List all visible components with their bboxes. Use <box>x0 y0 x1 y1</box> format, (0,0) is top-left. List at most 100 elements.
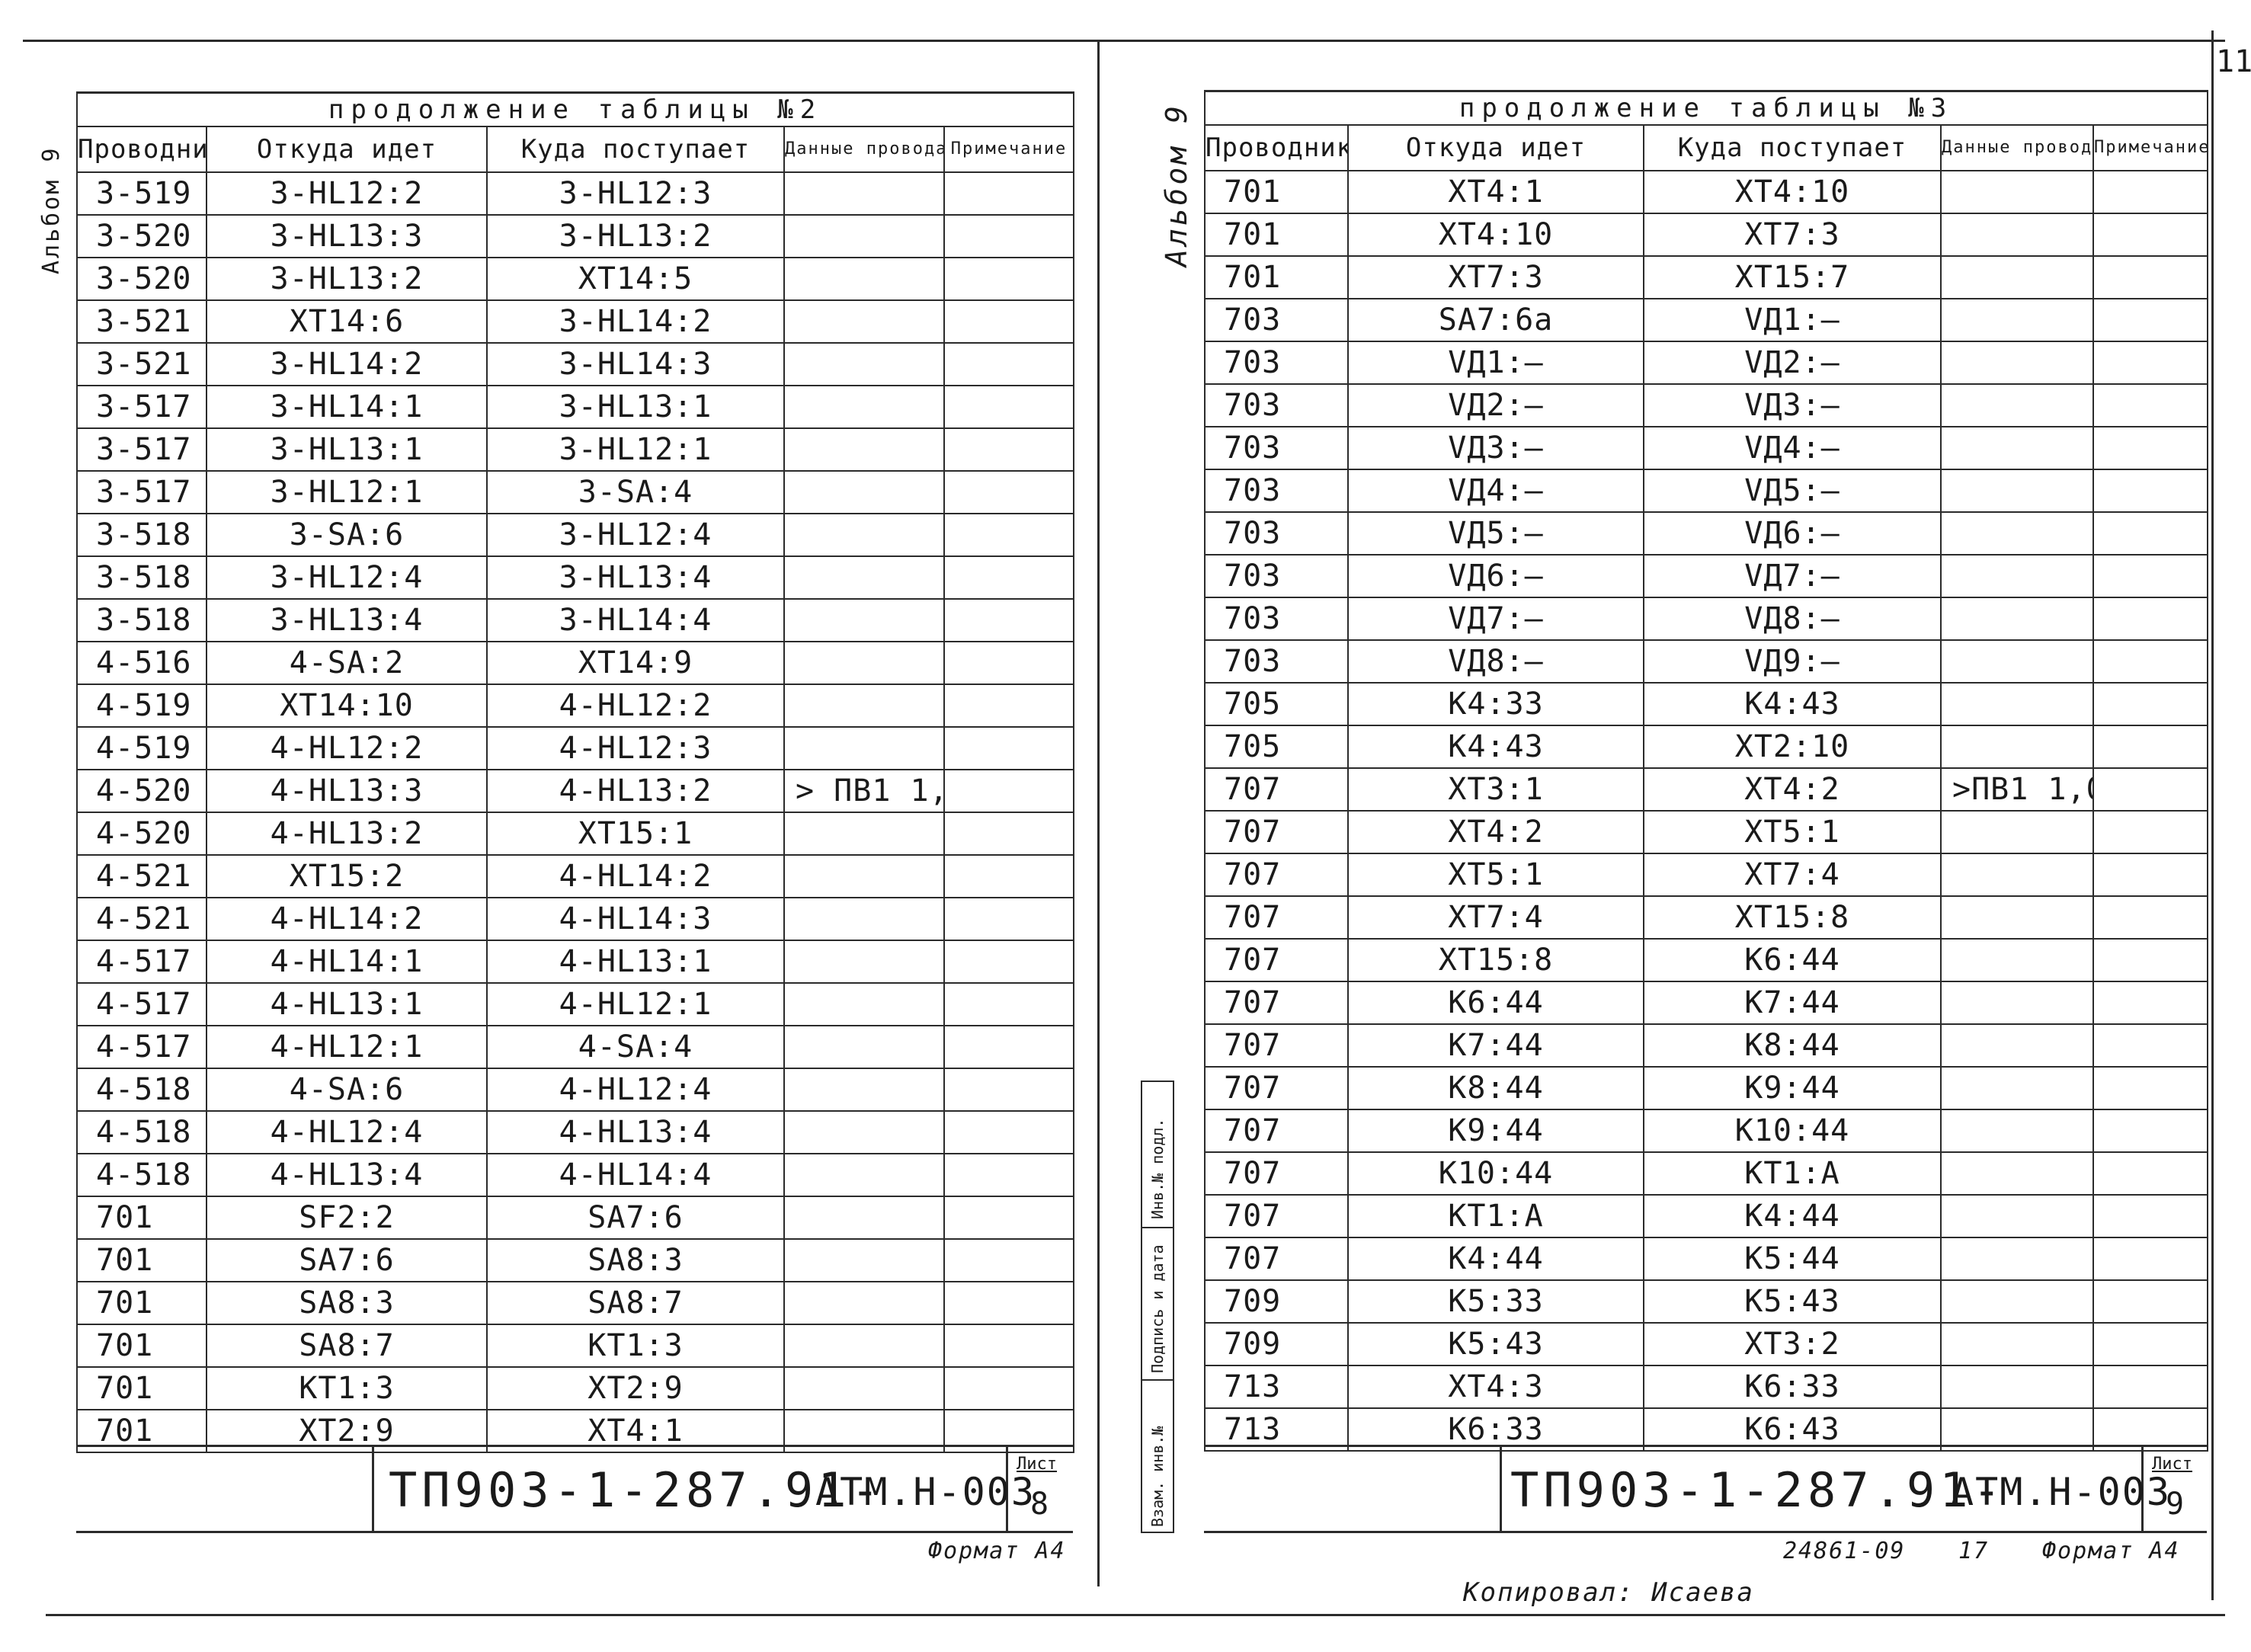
wire-data-cell <box>1940 1194 2094 1238</box>
table-row: 3-517 3-HL12:1 3-SA:4 <box>76 470 1075 514</box>
left-header-note: Примечание <box>943 126 1075 173</box>
from-cell: K4:33 <box>1347 682 1644 726</box>
table-row: 707 XT7:4 XT15:8 <box>1204 895 2209 940</box>
wire-data-cell <box>1940 213 2094 257</box>
conductor-cell: 3-521 <box>76 299 207 344</box>
conductor-cell: 701 <box>1204 170 1349 214</box>
to-cell: 3-HL14:4 <box>486 598 785 642</box>
conductor-cell: 709 <box>1204 1322 1349 1366</box>
sheet-divider <box>1097 40 1100 1586</box>
to-cell: 3-HL13:4 <box>486 555 785 600</box>
to-cell: K9:44 <box>1643 1066 1942 1110</box>
table-row: 3-521 XT14:6 3-HL14:2 <box>76 299 1075 344</box>
table-row: 703 VД3:— VД4:— <box>1204 426 2209 470</box>
conductor-cell: 705 <box>1204 682 1349 726</box>
to-cell: 3-HL12:3 <box>486 171 785 216</box>
wire-data-cell <box>783 257 945 301</box>
archive-sheet: 17 <box>1958 1538 1990 1564</box>
from-cell: VД8:— <box>1347 639 1644 684</box>
to-cell: K6:44 <box>1643 938 1942 982</box>
note-cell <box>2092 426 2209 470</box>
left-wiring-table: продолжение таблицы №2 Проводник Откуда … <box>75 91 1075 1453</box>
conductor-cell: 4-518 <box>76 1153 207 1197</box>
to-cell: XT14:9 <box>486 641 785 685</box>
table-row: 703 VД5:— VД6:— <box>1204 511 2209 555</box>
conductor-cell: 703 <box>1204 639 1349 684</box>
wire-data-cell <box>1940 383 2094 427</box>
wire-data-cell <box>783 641 945 685</box>
from-cell: 4-HL13:3 <box>206 769 488 813</box>
left-header-to: Куда поступает <box>486 126 785 173</box>
to-cell: VД8:— <box>1643 597 1942 641</box>
note-cell <box>943 1324 1075 1368</box>
conductor-cell: 4-517 <box>76 982 207 1026</box>
note-cell <box>943 1110 1075 1154</box>
wire-data-cell <box>783 470 945 514</box>
wire-data-cell <box>1940 298 2094 342</box>
conductor-cell: 707 <box>1204 1023 1349 1068</box>
table-row: 4-519 XT14:10 4-HL12:2 <box>76 684 1075 728</box>
from-cell: 4-HL13:1 <box>206 982 488 1026</box>
left-doc-suffix: АТМ.Н-003 <box>815 1470 1036 1514</box>
from-cell: XT7:4 <box>1347 895 1644 940</box>
table-row: 703 VД6:— VД7:— <box>1204 554 2209 598</box>
to-cell: 4-HL14:4 <box>486 1153 785 1197</box>
conductor-cell: 707 <box>1204 1151 1349 1196</box>
table-row: 703 VД1:— VД2:— <box>1204 341 2209 385</box>
table-row: 3-521 3-HL14:2 3-HL14:3 <box>76 342 1075 386</box>
table-row: 4-520 4-HL13:2 XT15:1 <box>76 812 1075 856</box>
from-cell: K5:33 <box>1347 1279 1644 1324</box>
note-cell <box>2092 1279 2209 1324</box>
wire-data-cell <box>783 1196 945 1240</box>
to-cell: 3-HL14:2 <box>486 299 785 344</box>
wire-data-cell <box>1940 341 2094 385</box>
to-cell: KT1:3 <box>486 1324 785 1368</box>
from-cell: XT15:8 <box>1347 938 1644 982</box>
note-cell <box>943 598 1075 642</box>
table-row: 707 XT5:1 XT7:4 <box>1204 853 2209 897</box>
note-cell <box>943 1366 1075 1410</box>
table-row: 701 XT2:9 XT4:1 <box>76 1409 1075 1453</box>
conductor-cell: 707 <box>1204 895 1349 940</box>
table-row: 707 K4:44 K5:44 <box>1204 1237 2209 1281</box>
wire-data-cell <box>1940 255 2094 299</box>
right-doc-suffix: АТМ.Н-003 <box>1951 1470 2171 1514</box>
table-row: 4-518 4-SA:6 4-HL12:4 <box>76 1068 1075 1112</box>
wire-data-cell <box>783 1025 945 1069</box>
conductor-cell: 707 <box>1204 810 1349 854</box>
note-cell <box>943 171 1075 216</box>
page-corner-number: 11 <box>2216 44 2251 79</box>
table-row: 3-517 3-HL13:1 3-HL12:1 <box>76 427 1075 472</box>
table-row: 703 SA7:6a VД1:— <box>1204 298 2209 342</box>
from-cell: 4-HL13:2 <box>206 812 488 856</box>
to-cell: 4-HL13:2 <box>486 769 785 813</box>
wire-data-cell <box>1940 938 2094 982</box>
note-cell <box>2092 597 2209 641</box>
note-cell <box>2092 1066 2209 1110</box>
to-cell: SA8:3 <box>486 1238 785 1282</box>
wire-data-cell <box>783 171 945 216</box>
from-cell: XT4:3 <box>1347 1365 1644 1409</box>
wire-data-cell: > ПВ1 1,0 <box>783 769 945 813</box>
note-cell <box>943 513 1075 557</box>
note-cell <box>943 641 1075 685</box>
conductor-cell: 707 <box>1204 938 1349 982</box>
wire-data-cell <box>783 598 945 642</box>
to-cell: 3-HL13:2 <box>486 214 785 258</box>
conductor-cell: 3-520 <box>76 257 207 301</box>
left-header-conductor: Проводник <box>76 126 207 173</box>
conductor-cell: 3-517 <box>76 385 207 429</box>
table-row: 709 K5:43 XT3:2 <box>1204 1322 2209 1366</box>
right-header-wire-data: Данные провода <box>1940 124 2094 171</box>
right-header-note: Примечание <box>2092 124 2209 171</box>
note-cell <box>2092 213 2209 257</box>
wire-data-cell <box>783 342 945 386</box>
to-cell: VД6:— <box>1643 511 1942 555</box>
wire-data-cell <box>1940 1023 2094 1068</box>
table-row: 4-518 4-HL12:4 4-HL13:4 <box>76 1110 1075 1154</box>
conductor-cell: 713 <box>1204 1407 1349 1452</box>
wire-data-cell <box>783 427 945 472</box>
top-border-line <box>23 40 2225 42</box>
wire-data-cell <box>783 897 945 941</box>
wire-data-cell <box>1940 895 2094 940</box>
